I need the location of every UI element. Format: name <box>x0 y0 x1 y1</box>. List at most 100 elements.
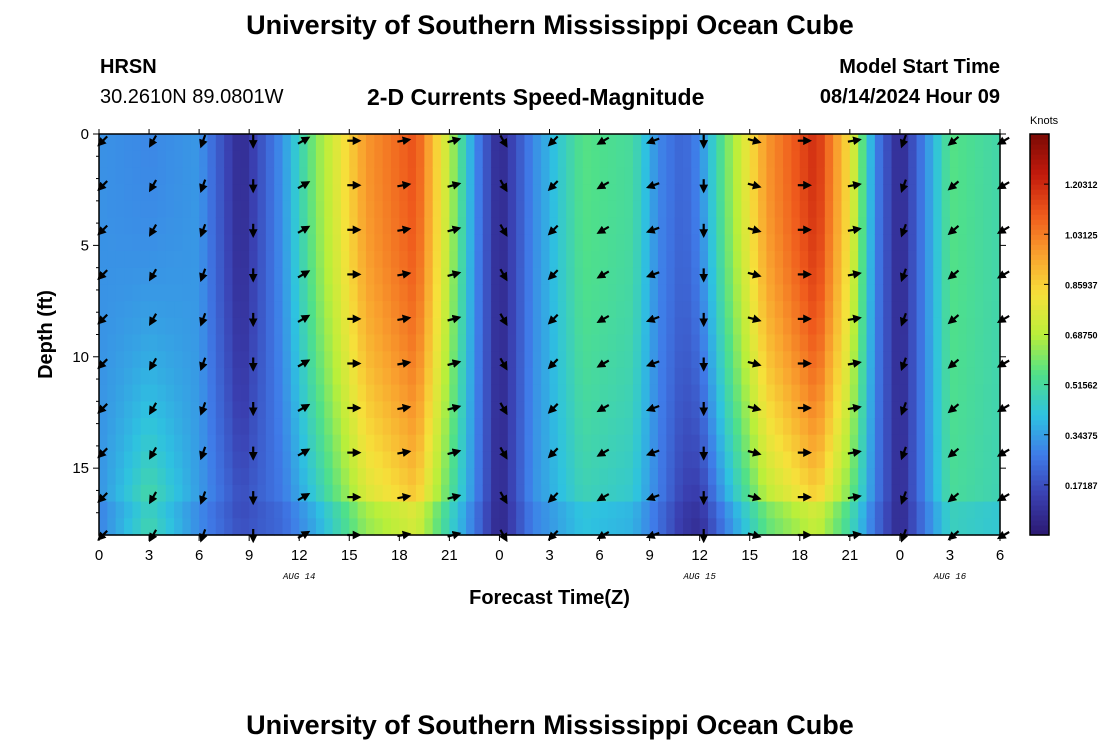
heatmap-cell <box>507 134 517 152</box>
heatmap-cell <box>199 150 209 169</box>
heatmap-cell <box>224 200 234 219</box>
heatmap-cell <box>332 317 342 336</box>
heatmap-cell <box>516 317 526 336</box>
heatmap-cell <box>165 401 175 419</box>
heatmap-cell <box>466 301 476 319</box>
heatmap-cell <box>190 150 200 169</box>
heatmap-cell <box>390 468 400 486</box>
heatmap-cell <box>991 418 1001 436</box>
heatmap-cell <box>749 234 759 252</box>
heatmap-cell <box>891 484 901 503</box>
heatmap-cell <box>691 217 701 235</box>
heatmap-cell <box>774 501 784 519</box>
heatmap-cell <box>791 267 801 285</box>
heatmap-cell <box>691 351 701 369</box>
heatmap-cell <box>416 501 425 519</box>
current-arrow <box>645 359 660 368</box>
colorbar-segment <box>1030 424 1049 431</box>
heatmap-cell <box>149 301 158 319</box>
heatmap-cell <box>657 184 667 202</box>
heatmap-cell <box>766 284 776 302</box>
heatmap-cell <box>858 150 868 169</box>
heatmap-cell <box>407 468 417 486</box>
heatmap-cell <box>324 367 334 386</box>
heatmap-cell <box>741 468 751 486</box>
heatmap-cell <box>190 418 200 436</box>
heatmap-cell <box>791 234 801 252</box>
heatmap-cell <box>365 451 375 469</box>
heatmap-cell <box>541 184 551 202</box>
heatmap-cell <box>916 134 926 152</box>
heatmap-cell <box>482 351 492 369</box>
heatmap-cell <box>758 200 767 219</box>
heatmap-cell <box>808 351 818 369</box>
heatmap-cell <box>449 150 459 169</box>
heatmap-cell <box>457 518 467 536</box>
heatmap-cell <box>240 501 250 519</box>
heatmap-cell <box>849 401 859 419</box>
heatmap-cell <box>524 200 534 219</box>
heatmap-cell <box>390 434 400 453</box>
current-arrow <box>947 135 960 146</box>
colorbar-segment <box>1030 174 1049 180</box>
heatmap-cell <box>966 200 976 219</box>
colorbar-segment <box>1030 349 1049 356</box>
colorbar-segment <box>1030 199 1049 205</box>
heatmap-cell <box>874 317 884 336</box>
heatmap-cell <box>749 217 759 235</box>
heatmap-cell <box>674 334 684 352</box>
heatmap-cell <box>816 501 826 519</box>
heatmap-cell <box>716 267 726 285</box>
heatmap-cell <box>566 217 576 235</box>
heatmap-cell <box>232 434 242 453</box>
heatmap-cell <box>416 434 425 453</box>
heatmap-cell <box>849 351 859 369</box>
heatmap-cell <box>382 518 392 536</box>
heatmap-cell <box>924 200 934 219</box>
heatmap-cell <box>157 217 167 235</box>
heatmap-cell <box>190 217 200 235</box>
heatmap-cell <box>207 284 217 302</box>
heatmap-cell <box>724 284 734 302</box>
heatmap-cell <box>799 234 809 252</box>
heatmap-cell <box>349 351 359 369</box>
heatmap-cell <box>724 401 734 419</box>
heatmap-cell <box>574 351 584 369</box>
heatmap-cell <box>991 317 1001 336</box>
heatmap-cell <box>749 501 759 519</box>
heatmap-cell <box>616 501 626 519</box>
heatmap-cell <box>307 501 317 519</box>
heatmap-cell <box>532 484 542 503</box>
current-arrow <box>747 314 762 324</box>
heatmap-cell <box>265 434 275 453</box>
heatmap-cell <box>140 484 150 503</box>
heatmap-cell <box>115 234 125 252</box>
heatmap-cell <box>833 234 843 252</box>
heatmap-cell <box>949 250 959 269</box>
heatmap-cell <box>407 518 417 536</box>
heatmap-cell <box>491 284 501 302</box>
heatmap-cell <box>891 284 901 302</box>
current-arrow <box>596 359 610 368</box>
heatmap-cell <box>582 150 592 169</box>
x-tick-label: 6 <box>996 547 1004 564</box>
heatmap-cell <box>140 468 150 486</box>
heatmap-cell <box>566 451 576 469</box>
heatmap-cell <box>424 418 434 436</box>
heatmap-cell <box>841 200 851 219</box>
heatmap-cell <box>632 518 642 536</box>
heatmap-cell <box>541 384 551 402</box>
heatmap-cell <box>866 351 876 369</box>
heatmap-cell <box>908 234 918 252</box>
current-arrow <box>97 447 108 459</box>
heatmap-cell <box>257 434 267 453</box>
current-arrow <box>397 314 412 324</box>
heatmap-cell <box>165 167 175 185</box>
heatmap-cell <box>858 434 868 453</box>
heatmap-cell <box>149 434 158 453</box>
heatmap-cell <box>466 234 476 252</box>
heatmap-cell <box>441 267 450 285</box>
heatmap-cell <box>949 150 959 169</box>
heatmap-cell <box>441 351 450 369</box>
heatmap-cell <box>774 134 784 152</box>
